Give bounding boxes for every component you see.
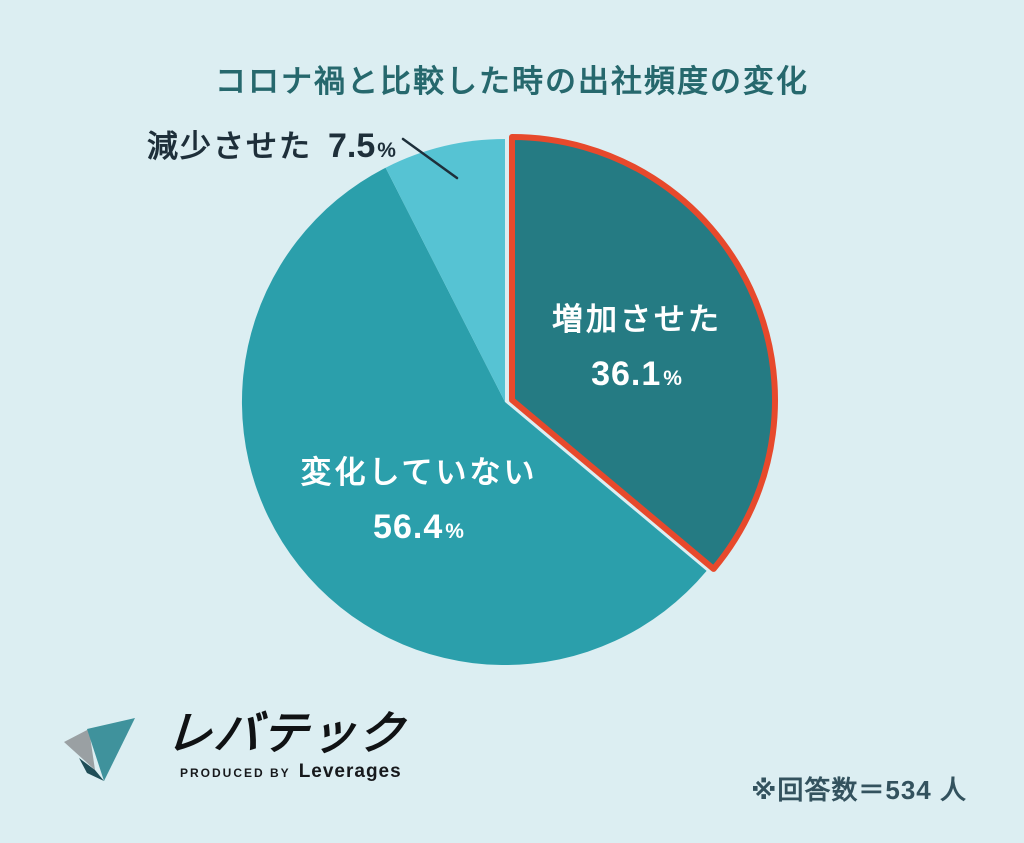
increase-label: 増加させた bbox=[552, 302, 722, 337]
pie-slice-7.5pct bbox=[385, 139, 505, 402]
pie-slice-56.4pct bbox=[241, 167, 707, 666]
decrease-percent: 7.5% bbox=[328, 127, 396, 165]
label-decrease: 減少させた 7.5% bbox=[147, 121, 396, 166]
callout-leader-line bbox=[401, 137, 459, 180]
brand-logo-check-icon bbox=[64, 718, 135, 781]
brand-logo-text: レバテック PRODUCED BY Leverages bbox=[164, 707, 408, 783]
company-name: Leverages bbox=[298, 760, 402, 782]
label-increase: 増加させた 36.1% bbox=[552, 294, 722, 394]
brand-name: レバテック bbox=[164, 707, 408, 759]
chart-title: コロナ禍と比較した時の出社頻度の変化 bbox=[215, 64, 809, 99]
brand-logo: レバテック PRODUCED BY Leverages bbox=[56, 707, 408, 800]
pie-slice-36.1pct bbox=[509, 134, 778, 572]
label-no-change: 変化していない 56.4% bbox=[300, 447, 537, 547]
no-change-percent: 56.4% bbox=[373, 508, 465, 546]
produced-by-line: PRODUCED BY Leverages bbox=[166, 761, 406, 783]
respondents-note: ※回答数＝534 人 bbox=[751, 775, 967, 805]
no-change-label: 変化していない bbox=[300, 455, 538, 490]
increase-percent: 36.1% bbox=[591, 355, 683, 393]
decrease-label: 減少させた bbox=[147, 129, 312, 164]
produced-by-label: PRODUCED BY bbox=[180, 765, 291, 780]
